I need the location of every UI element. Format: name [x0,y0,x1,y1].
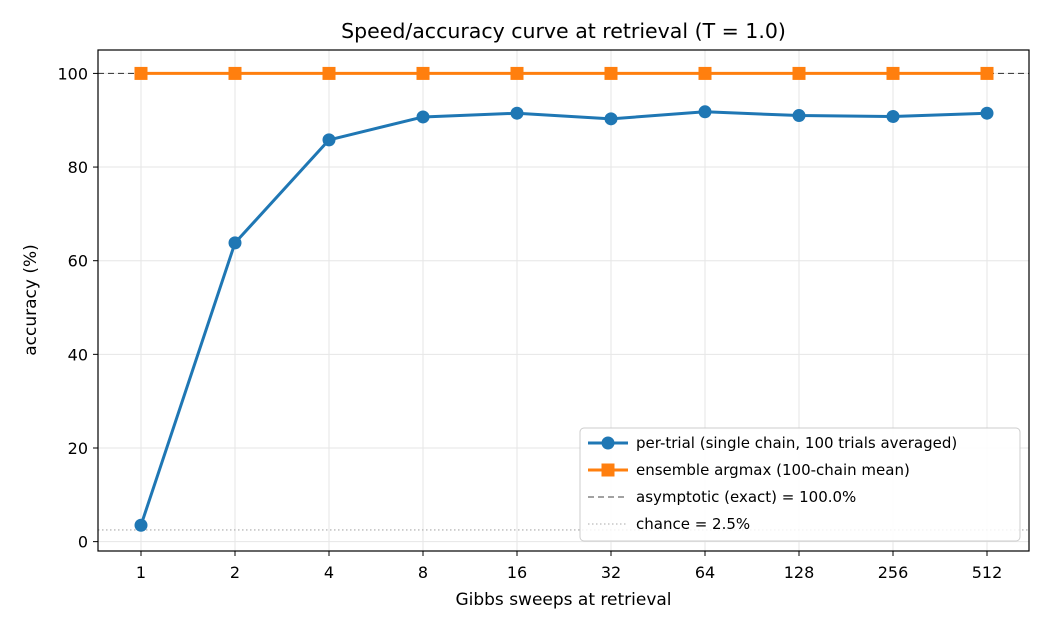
y-tick-label: 40 [68,345,88,364]
legend-label: asymptotic (exact) = 100.0% [636,488,856,506]
x-tick-label: 512 [972,563,1003,582]
series-marker-circle [792,109,806,123]
x-tick-label: 16 [507,563,527,582]
x-tick-label: 1 [136,563,146,582]
x-tick-label: 4 [324,563,334,582]
x-tick-label: 128 [784,563,815,582]
series-line [139,110,988,526]
y-tick-label: 80 [68,158,88,177]
y-axis: 0 20 40 60 80 100 [57,64,98,552]
series-marker-square [792,66,806,80]
legend: per-trial (single chain, 100 trials aver… [579,427,1021,542]
series-marker-square [698,66,712,80]
x-tick-label: 32 [601,563,621,582]
series-marker-circle [228,236,242,250]
x-tick-label: 256 [878,563,909,582]
series-marker-circle [416,110,430,124]
x-axis-label: Gibbs sweeps at retrieval [455,590,671,610]
series-marker-square [980,66,994,80]
x-axis: 1 2 4 8 16 32 64 128 256 512 [136,551,1002,582]
plot-frame [97,49,1030,552]
series-marker-square [416,66,430,80]
series-layer [134,66,994,532]
series-marker-circle [886,109,900,123]
y-tick-label: 20 [68,439,88,458]
y-tick-label: 100 [57,64,88,83]
legend-swatch-marker [601,436,615,450]
y-tick-label: 0 [78,533,88,552]
series-marker-square [510,66,524,80]
chart-title: Speed/accuracy curve at retrieval (T = 1… [341,19,786,43]
y-axis-label: accuracy (%) [21,244,41,356]
legend-swatch-marker [601,463,615,477]
series-marker-circle [134,518,148,532]
x-tick-label: 64 [695,563,715,582]
series-marker-square [134,66,148,80]
legend-label: chance = 2.5% [636,515,750,533]
series-marker-square [886,66,900,80]
x-tick-label: 2 [230,563,240,582]
series-marker-square [604,66,618,80]
legend-label: ensemble argmax (100-chain mean) [636,461,910,479]
series-marker-square [228,66,242,80]
legend-box [579,427,1021,542]
series-marker-square [322,66,336,80]
x-tick-label: 8 [418,563,428,582]
legend-label: per-trial (single chain, 100 trials aver… [636,434,957,452]
series-marker-circle [604,112,618,126]
series-marker-circle [980,106,994,120]
series-marker-circle [698,105,712,119]
series-marker-circle [322,133,336,147]
y-tick-label: 60 [68,252,88,271]
series-marker-circle [510,106,524,120]
